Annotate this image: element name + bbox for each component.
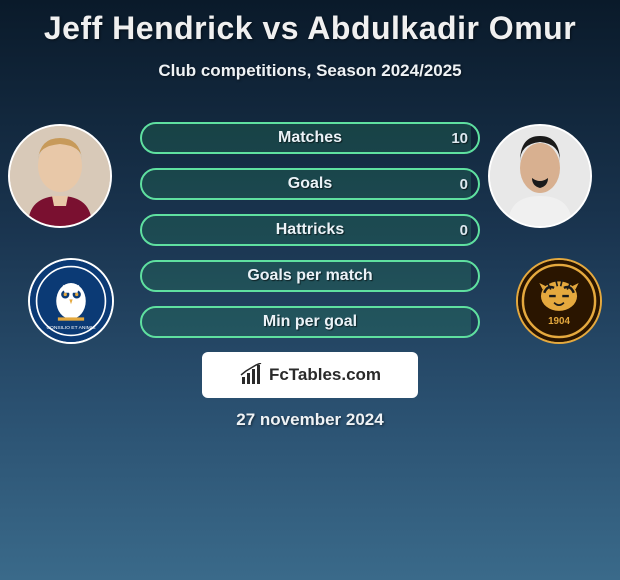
svg-text:CONSILIO ET ANIMIS: CONSILIO ET ANIMIS [47, 325, 97, 331]
stat-label: Min per goal [263, 313, 357, 331]
player2-avatar [488, 124, 592, 228]
stat-row-goals: Goals 0 [140, 168, 480, 200]
comparison-card: Jeff Hendrick vs Abdulkadir Omur Club co… [0, 0, 620, 580]
club2-crest-icon: 1904 [518, 260, 600, 342]
stat-label: Hattricks [276, 221, 344, 239]
player2-name: Abdulkadir Omur [307, 10, 576, 46]
stat-right-value: 0 [460, 222, 468, 239]
stats-list: Matches 10 Goals 0 Hattricks 0 Goals per… [140, 122, 480, 338]
date-label: 27 november 2024 [0, 410, 620, 430]
brand-text: FcTables.com [269, 365, 381, 385]
club2-crest: 1904 [516, 258, 602, 344]
page-title: Jeff Hendrick vs Abdulkadir Omur [0, 0, 620, 47]
stat-row-matches: Matches 10 [140, 122, 480, 154]
stat-label: Goals [288, 175, 332, 193]
club1-crest-icon: CONSILIO ET ANIMIS [30, 260, 112, 342]
player2-avatar-icon [490, 126, 590, 226]
subtitle: Club competitions, Season 2024/2025 [0, 61, 620, 81]
stat-right-value: 10 [451, 130, 468, 147]
stat-row-gpm: Goals per match [140, 260, 480, 292]
stat-right-value: 0 [460, 176, 468, 193]
player1-avatar-icon [10, 126, 110, 226]
stat-row-hattricks: Hattricks 0 [140, 214, 480, 246]
stat-label: Matches [278, 129, 342, 147]
player1-name: Jeff Hendrick [44, 10, 253, 46]
stat-label: Goals per match [247, 267, 372, 285]
brand-badge: FcTables.com [202, 352, 418, 398]
player1-avatar [8, 124, 112, 228]
stat-row-mpg: Min per goal [140, 306, 480, 338]
club2-year: 1904 [548, 316, 570, 327]
vs-label: vs [262, 10, 299, 46]
chart-icon [239, 363, 263, 387]
club1-crest: CONSILIO ET ANIMIS [28, 258, 114, 344]
